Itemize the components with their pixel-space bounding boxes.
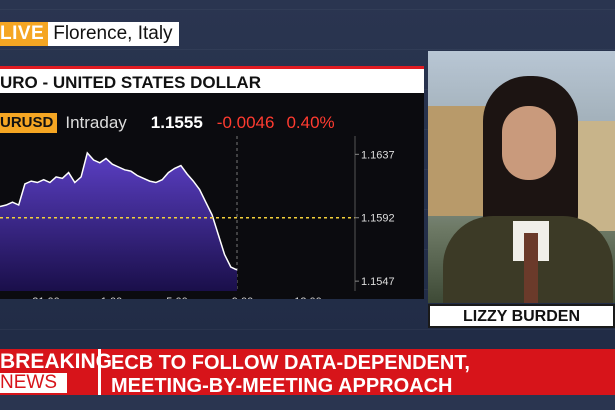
x-ticks: 21:00 1:00 5:00 9:00 13:00 [32, 296, 322, 299]
location-label: Florence, Italy [48, 22, 179, 46]
anchor-face [502, 106, 556, 180]
bottom-strip [0, 395, 615, 410]
chart-title: URO - UNITED STATES DOLLAR [0, 66, 424, 93]
breaking-label: BREAKING NEWS [0, 349, 112, 395]
quote-row: URUSD Intraday 1.1555 -0.0046 0.40% [0, 112, 424, 134]
headline: ECB TO FOLLOW DATA-DEPENDENT, MEETING-BY… [101, 349, 470, 397]
x-tick-label: 13:00 [294, 296, 322, 299]
x-tick-label: 5:00 [166, 296, 187, 299]
live-tag: LIVE [0, 22, 49, 46]
chart-panel: URO - UNITED STATES DOLLAR URUSD Intrada… [0, 66, 424, 299]
x-tick-label: 1:00 [101, 296, 122, 299]
area-series [0, 152, 237, 291]
background-building [575, 121, 615, 231]
live-bar: LIVE Florence, Italy [0, 22, 179, 46]
news-word: NEWS [0, 373, 67, 393]
breaking-news-bar: BREAKING NEWS ECB TO FOLLOW DATA-DEPENDE… [0, 349, 615, 397]
anchor-name-plate: LIZZY BURDEN [428, 304, 615, 328]
interval-label: Intraday [65, 113, 127, 132]
price-change-pct: 0.40% [286, 113, 335, 132]
divider [98, 349, 101, 395]
price-change: -0.0046 [216, 113, 275, 132]
y-tick-label: 1.1547 [361, 276, 395, 288]
x-tick-label: 9:00 [232, 296, 253, 299]
headline-line-1: ECB TO FOLLOW DATA-DEPENDENT, [111, 352, 470, 374]
y-tick-label: 1.1592 [361, 213, 395, 225]
ticker-badge: URUSD [0, 113, 58, 133]
anchor-tie [524, 233, 538, 303]
video-feed [428, 51, 615, 303]
y-ticks: 1.1637 1.1592 1.1547 [355, 149, 395, 288]
price-chart: 1.1637 1.1592 1.1547 21:00 1:00 5:00 9:00 13:0… [0, 136, 395, 299]
y-tick-label: 1.1637 [361, 149, 395, 161]
x-tick-label: 21:00 [32, 296, 60, 299]
last-price: 1.1555 [150, 113, 203, 132]
headline-line-2: MEETING-BY-MEETING APPROACH [111, 375, 453, 397]
breaking-word: BREAKING [0, 350, 113, 373]
line-series [0, 151, 238, 271]
